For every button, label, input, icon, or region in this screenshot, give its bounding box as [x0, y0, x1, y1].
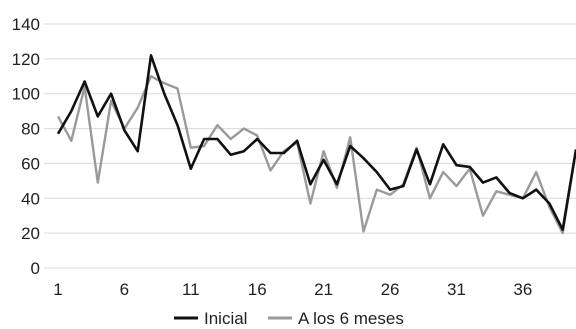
- gridlines: [44, 23, 576, 269]
- y-tick-label: 120: [12, 50, 40, 69]
- y-tick-label: 140: [12, 15, 40, 34]
- x-tick-label: 6: [120, 280, 129, 299]
- x-tick-label: 11: [182, 280, 200, 299]
- x-tick-label: 31: [447, 280, 466, 299]
- series-line-a-los-6-meses: [56, 75, 576, 235]
- x-axis-ticks: 1 6 11 16 21 26 31 36: [53, 280, 532, 299]
- legend-label: A los 6 meses: [298, 309, 404, 328]
- series-line-inicial: [56, 54, 576, 231]
- y-tick-label: 100: [12, 85, 40, 104]
- legend-label: Inicial: [204, 309, 247, 328]
- y-tick-label: 0: [31, 259, 40, 278]
- series-lines: [56, 54, 576, 235]
- x-tick-label: 16: [248, 280, 267, 299]
- x-tick-label: 1: [53, 280, 62, 299]
- y-tick-label: 40: [21, 189, 40, 208]
- y-tick-label: 60: [21, 154, 40, 173]
- y-tick-label: 80: [21, 120, 40, 139]
- y-tick-label: 20: [21, 224, 40, 243]
- x-tick-label: 21: [314, 280, 333, 299]
- y-axis-ticks: 0 20 40 60 80 100 120 140: [12, 15, 40, 278]
- legend: Inicial A los 6 meses: [174, 309, 404, 328]
- x-tick-label: 26: [381, 280, 400, 299]
- x-tick-label: 36: [513, 280, 532, 299]
